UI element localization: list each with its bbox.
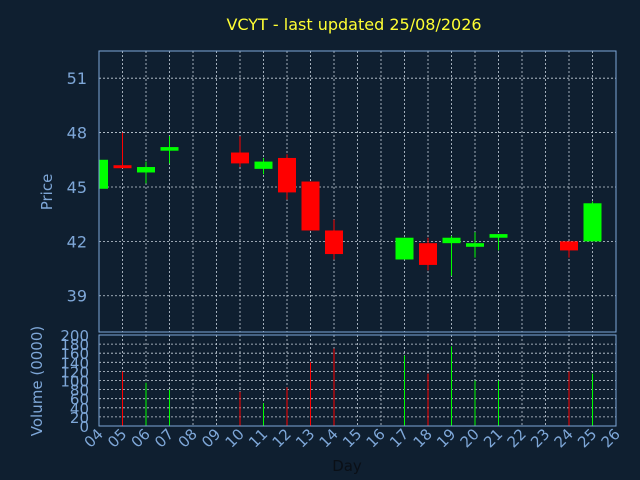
price-panel: 39 42 45 48 51 Price <box>38 50 617 333</box>
candle-body <box>583 203 602 242</box>
candle-body <box>419 243 437 265</box>
price-y-tick: 51 <box>67 69 87 88</box>
volume-y-tick: 180 <box>60 336 89 354</box>
candle-body <box>325 230 343 255</box>
price-y-axis-label: Price <box>38 174 56 211</box>
price-y-tick-labels: 39 42 45 48 51 <box>67 69 87 306</box>
volume-y-tick: 60 <box>70 391 89 409</box>
candle-body <box>137 167 155 173</box>
chart-title: VCYT - last updated 25/08/2026 <box>226 15 481 34</box>
candle-body <box>231 152 249 164</box>
volume-y-tick: 160 <box>60 345 89 363</box>
volume-plot-frame <box>98 334 617 427</box>
price-candles <box>98 132 602 276</box>
volume-y-axis-label: Volume (0000) <box>28 326 46 436</box>
candle-body <box>442 237 461 244</box>
price-y-tick: 45 <box>67 178 87 197</box>
x-tick-labels: 0405060708091011121314151617181920212223… <box>81 425 624 451</box>
volume-y-tick: 40 <box>70 400 89 418</box>
volume-y-tick: 80 <box>70 382 89 400</box>
volume-bars <box>122 346 593 426</box>
candle-body <box>160 147 179 151</box>
candle-body <box>254 161 273 169</box>
candle-body <box>278 157 296 193</box>
price-plot-frame <box>98 50 617 333</box>
candle-body <box>301 181 320 231</box>
candle-body <box>466 243 484 247</box>
candle-body <box>395 237 414 260</box>
volume-y-tick: 0 <box>79 418 89 436</box>
volume-y-tick: 140 <box>60 354 89 372</box>
candle-body <box>99 159 108 189</box>
price-y-tick: 42 <box>67 232 87 251</box>
x-axis-label: Day <box>332 457 362 475</box>
volume-y-tick: 200 <box>60 327 89 345</box>
volume-y-tick: 100 <box>60 373 89 391</box>
volume-y-tick: 20 <box>70 409 89 427</box>
candle-body <box>489 234 508 238</box>
price-y-tick: 48 <box>67 124 87 143</box>
candle-body <box>113 165 132 169</box>
price-y-tick: 39 <box>67 287 87 306</box>
volume-y-tick: 120 <box>60 363 89 381</box>
candle-body <box>560 241 578 251</box>
